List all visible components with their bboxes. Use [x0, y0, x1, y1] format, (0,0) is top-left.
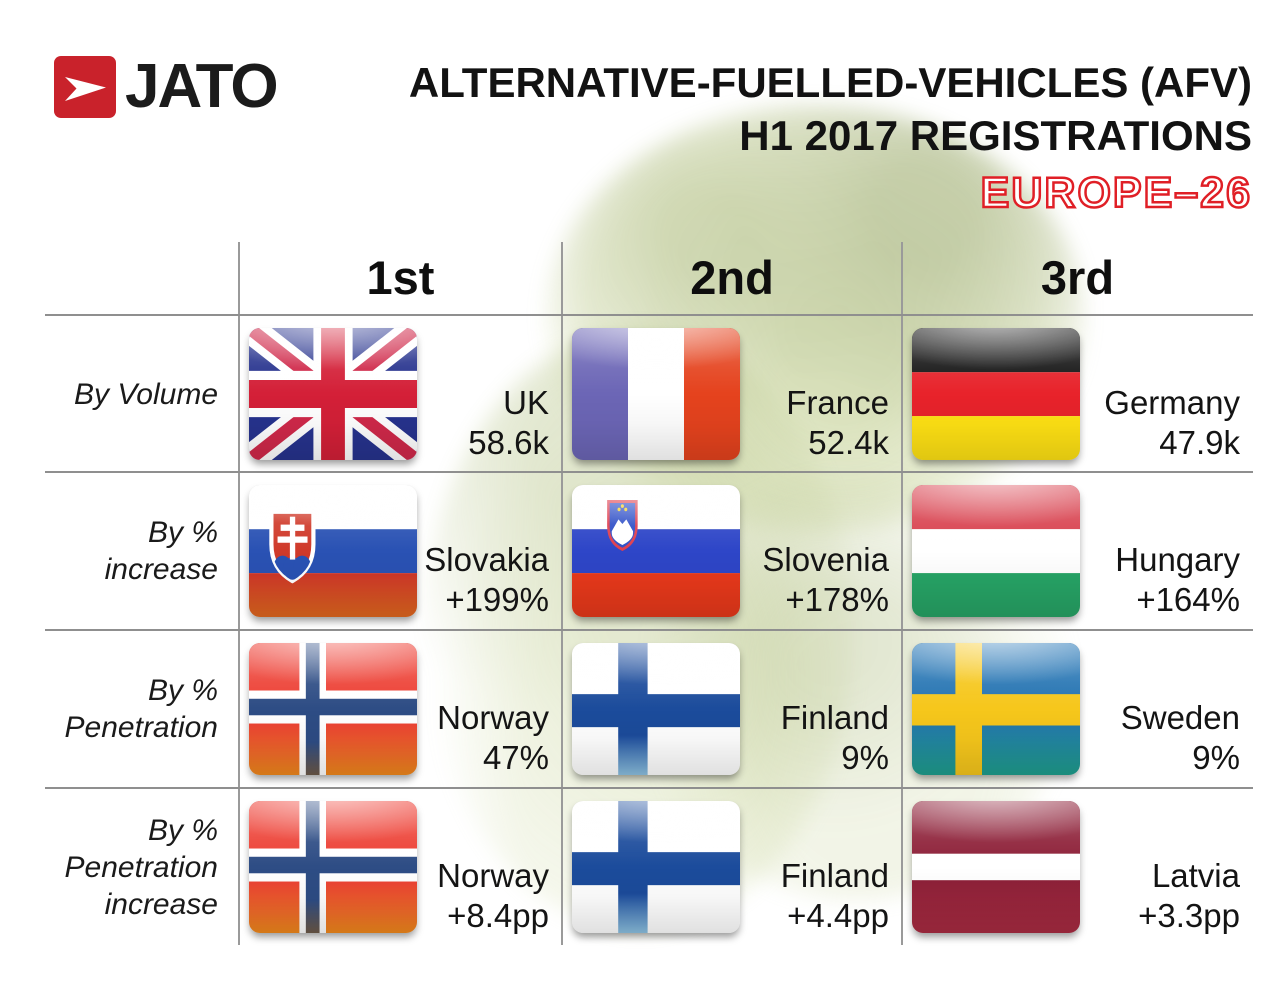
- page-title-line1: ALTERNATIVE-FUELLED-VEHICLES (AFV): [408, 59, 1252, 106]
- jato-arrow-icon: [54, 56, 116, 118]
- metric-label: By % Penetration: [40, 631, 218, 787]
- finland-flag-icon: [572, 643, 740, 775]
- rank-cell: Slovakia +199%: [239, 473, 562, 629]
- country-value: 47%: [482, 739, 549, 776]
- uk-flag-icon: [249, 328, 417, 460]
- metric-label-line: increase: [104, 553, 218, 586]
- rank-cell: Norway 47%: [239, 631, 562, 787]
- country-name: France: [786, 384, 889, 421]
- country-value: 58.6k: [468, 424, 549, 461]
- country-name: Finland: [780, 857, 889, 894]
- grid-hline: [45, 471, 1253, 473]
- metric-label-line: By %: [147, 813, 218, 847]
- metric-label-line: increase: [104, 887, 218, 921]
- rank-header-2nd: 2nd: [690, 251, 774, 304]
- country-value: +3.3pp: [1138, 897, 1240, 934]
- metric-label-line: Penetration: [64, 850, 218, 884]
- metric-row-pct-increase: By % increase: [0, 473, 1280, 629]
- title-block: ALTERNATIVE-FUELLED-VEHICLES (AFV) H1 20…: [408, 56, 1252, 218]
- rank-header-1st: 1st: [366, 251, 435, 304]
- rank-cell: Germany 47.9k: [902, 316, 1253, 472]
- country-name: Finland: [780, 699, 889, 736]
- country-name: UK: [503, 384, 549, 421]
- country-value: +199%: [445, 581, 549, 618]
- country-value: +4.4pp: [787, 897, 889, 934]
- germany-flag-icon: [912, 328, 1080, 460]
- metric-label: By % Penetration increase: [40, 789, 218, 945]
- rank-cell: Finland 9%: [562, 631, 902, 787]
- grid-vline: [901, 242, 903, 945]
- country-value: +164%: [1136, 581, 1240, 618]
- metric-row-pct-penetration-increase: By % Penetration increase Norway +8.4pp: [0, 789, 1280, 945]
- rank-header-3rd: 3rd: [1040, 251, 1115, 304]
- grid-vline: [238, 242, 240, 945]
- metric-label-line: By Volume: [74, 377, 218, 411]
- grid-hline: [45, 314, 1253, 316]
- region-badge: EUROPE–26: [979, 169, 1252, 218]
- rank-cell: Latvia +3.3pp: [902, 789, 1253, 945]
- norway-flag-icon: [249, 801, 417, 933]
- metric-label-line: Penetration: [64, 711, 218, 744]
- country-name: Slovakia: [424, 541, 549, 578]
- country-name: Norway: [437, 699, 549, 736]
- country-name: Germany: [1104, 384, 1240, 421]
- country-value: 9%: [841, 739, 889, 776]
- jato-logo-text: JATO: [125, 52, 279, 121]
- grid-hline: [45, 787, 1253, 789]
- grid-vline: [561, 242, 563, 945]
- rank-cell: Finland +4.4pp: [562, 789, 902, 945]
- country-value: +8.4pp: [447, 897, 549, 934]
- country-value: 52.4k: [808, 424, 889, 461]
- country-name: Latvia: [1151, 857, 1240, 894]
- latvia-flag-icon: [912, 801, 1080, 933]
- rank-cell: France 52.4k: [562, 316, 902, 472]
- sweden-flag-icon: [912, 643, 1080, 775]
- slovenia-flag-icon: [572, 485, 740, 617]
- jato-logo: JATO: [54, 52, 279, 121]
- country-value: 47.9k: [1159, 424, 1240, 461]
- metric-label-line: By %: [147, 516, 218, 549]
- metric-row-pct-penetration: By % Penetration: [0, 631, 1280, 787]
- page-title-line2: H1 2017 REGISTRATIONS: [739, 112, 1252, 159]
- rank-cell: Sweden 9%: [902, 631, 1253, 787]
- france-flag-icon: [572, 328, 740, 460]
- rank-cell: Norway +8.4pp: [239, 789, 562, 945]
- metric-label-line: By %: [147, 674, 218, 707]
- country-name: Slovenia: [762, 541, 889, 578]
- rank-cell: Slovenia +178%: [562, 473, 902, 629]
- hungary-flag-icon: [912, 485, 1080, 617]
- country-value: +178%: [785, 581, 889, 618]
- slovakia-flag-icon: [249, 485, 417, 617]
- metric-label: By % increase: [40, 473, 218, 629]
- norway-flag-icon: [249, 643, 417, 775]
- rank-cell: Hungary +164%: [902, 473, 1253, 629]
- country-name: Hungary: [1115, 541, 1240, 578]
- rank-cell: UK 58.6k: [239, 316, 562, 472]
- country-name: Sweden: [1120, 699, 1240, 736]
- metric-label: By Volume: [40, 316, 218, 472]
- grid-hline: [45, 629, 1253, 631]
- metric-row-volume: By Volume UK 58.6k Fr: [0, 316, 1280, 472]
- country-name: Norway: [437, 857, 549, 894]
- country-value: 9%: [1192, 739, 1240, 776]
- finland-flag-icon: [572, 801, 740, 933]
